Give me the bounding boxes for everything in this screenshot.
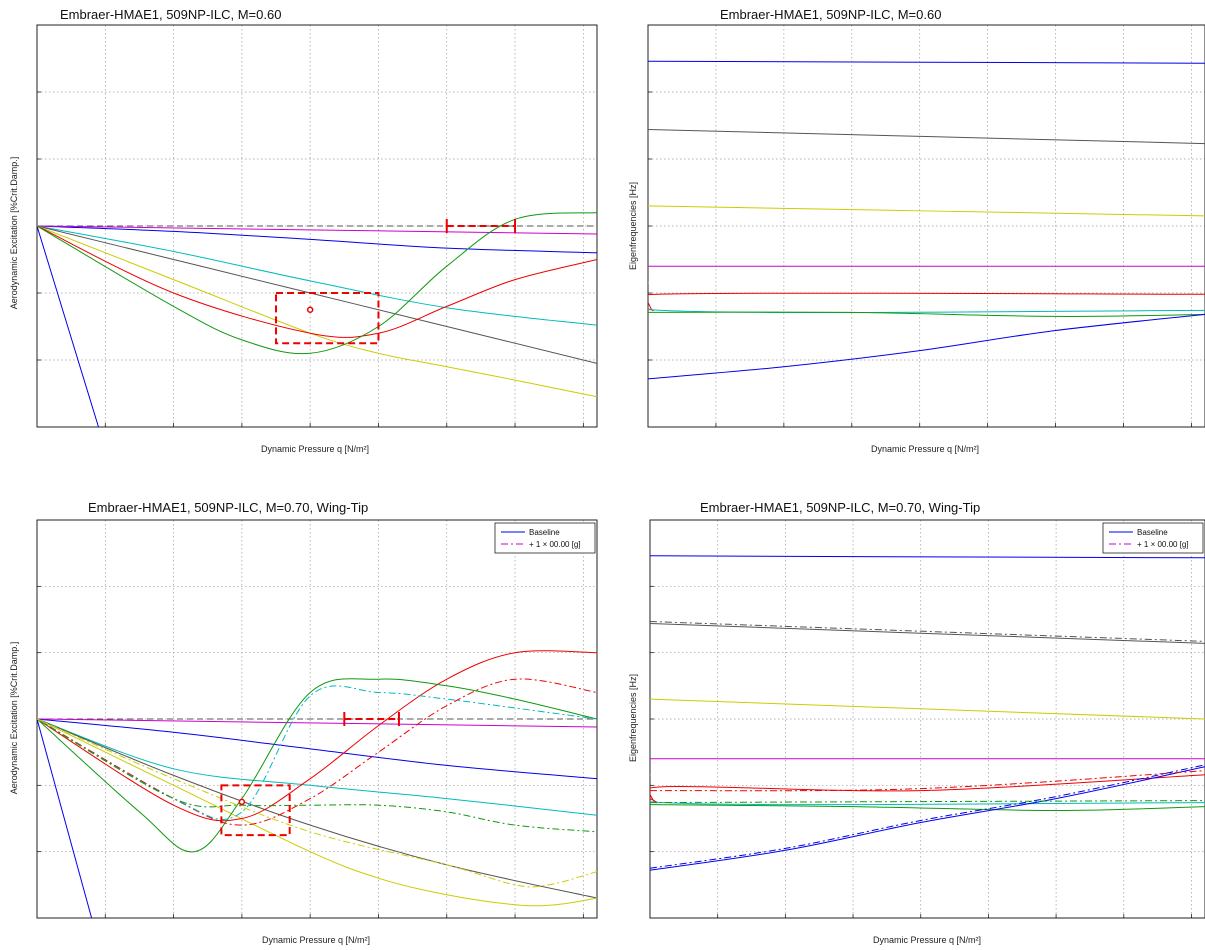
chart-title: Embraer-HMAE1, 509NP-ILC, M=0.60 xyxy=(720,7,941,22)
chart-title: Embraer-HMAE1, 509NP-ILC, M=0.60 xyxy=(60,7,281,22)
y-axis-label: Aerodynamic Excitation [%Crit.Damp.] xyxy=(9,642,19,795)
annotation-marker xyxy=(238,798,246,806)
x-axis-label: Dynamic Pressure q [N/m²] xyxy=(261,444,369,454)
series-line xyxy=(650,623,1205,644)
series-group xyxy=(648,60,1205,380)
annotation-marker xyxy=(306,306,314,313)
series-line xyxy=(37,225,597,338)
series-line xyxy=(37,650,597,822)
series-line xyxy=(37,225,99,427)
legend-label: + 1 × 00.00 [g] xyxy=(529,540,581,549)
x-axis-label: Dynamic Pressure q [N/m²] xyxy=(262,935,370,945)
series-line xyxy=(37,225,597,398)
series-line xyxy=(37,678,597,826)
chart-title: Embraer-HMAE1, 509NP-ILC, M=0.70, Wing-T… xyxy=(88,500,368,515)
plot-area: Baseline + 1 × 00.00 [g] xyxy=(649,519,1205,919)
series-group xyxy=(650,555,1205,871)
series-line xyxy=(37,225,597,235)
series-line xyxy=(37,718,93,918)
series-line xyxy=(650,804,1205,812)
y-axis-label: Eigenfrequencies [Hz] xyxy=(628,182,638,270)
series-group xyxy=(37,212,597,427)
series-line xyxy=(650,621,1205,642)
series-group xyxy=(37,650,597,918)
series-line xyxy=(650,774,1205,806)
chart-top-left: Embraer-HMAE1, 509NP-ILC, M=0.60 Dynamic… xyxy=(9,7,598,454)
series-line xyxy=(650,698,1205,720)
series-line xyxy=(37,718,597,728)
plot-area: Baseline + 1 × 00.00 [g] xyxy=(36,519,598,919)
series-line xyxy=(37,718,597,833)
plot-area xyxy=(647,24,1205,428)
series-line xyxy=(648,60,1205,64)
x-axis-label: Dynamic Pressure q [N/m²] xyxy=(873,935,981,945)
y-axis-label: Eigenfrequencies [Hz] xyxy=(628,674,638,762)
chart-title: Embraer-HMAE1, 509NP-ILC, M=0.70, Wing-T… xyxy=(700,500,980,515)
series-line xyxy=(648,292,1205,312)
series-line xyxy=(648,129,1205,145)
legend-box xyxy=(1102,522,1204,554)
series-line xyxy=(650,800,1205,804)
series-line xyxy=(37,718,597,899)
legend-label: + 1 × 00.00 [g] xyxy=(1137,540,1189,549)
series-line xyxy=(648,205,1205,217)
series-line xyxy=(37,718,597,780)
series-line xyxy=(37,225,597,254)
x-axis-label: Dynamic Pressure q [N/m²] xyxy=(871,444,979,454)
series-line xyxy=(37,225,597,326)
legend-label: Baseline xyxy=(1137,528,1168,537)
series-line xyxy=(37,212,597,355)
series-line xyxy=(37,718,597,816)
chart-bottom-left: Embraer-HMAE1, 509NP-ILC, M=0.70, Wing-T… xyxy=(9,500,598,945)
y-axis-label: Aerodynamic Excitation [%Crit.Damp.] xyxy=(9,157,19,310)
annotation-box xyxy=(275,292,380,345)
legend-label: Baseline xyxy=(529,528,560,537)
series-line xyxy=(650,766,1205,871)
series-line xyxy=(37,718,597,907)
chart-bottom-right: Embraer-HMAE1, 509NP-ILC, M=0.70, Wing-T… xyxy=(628,500,1205,945)
series-line xyxy=(650,764,1205,869)
annotation-box xyxy=(220,784,291,837)
legend-box xyxy=(494,522,596,554)
chart-top-right: Embraer-HMAE1, 509NP-ILC, M=0.60 Dynamic… xyxy=(628,7,1205,454)
series-line xyxy=(37,718,597,888)
series-line xyxy=(648,311,1205,317)
plot-area xyxy=(36,24,598,428)
series-line xyxy=(37,678,597,853)
series-line xyxy=(648,313,1205,380)
series-line xyxy=(650,555,1205,559)
series-line xyxy=(650,770,1205,792)
